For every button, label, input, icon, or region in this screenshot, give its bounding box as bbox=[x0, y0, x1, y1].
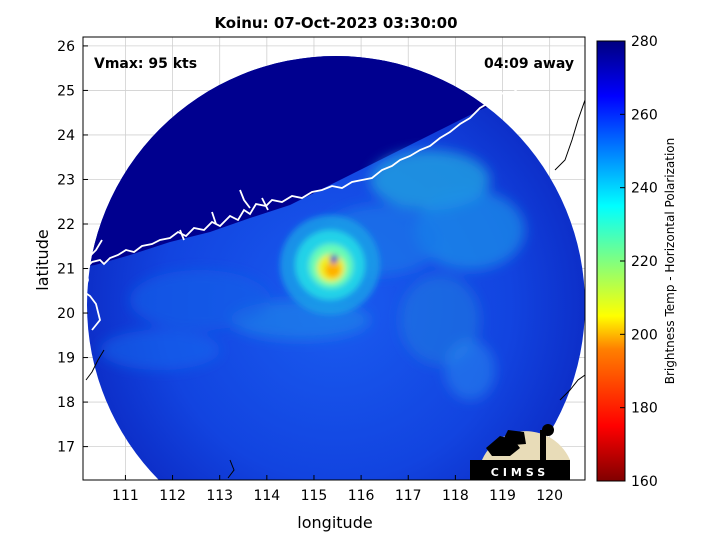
x-tick-label: 119 bbox=[489, 488, 516, 504]
x-tick-label: 112 bbox=[159, 488, 186, 504]
coastline bbox=[83, 87, 519, 331]
y-tick-label: 22 bbox=[57, 217, 75, 233]
chart-title: Koinu: 07-Oct-2023 03:30:00 bbox=[214, 14, 457, 32]
y-tick-label: 24 bbox=[57, 128, 75, 144]
plot-border bbox=[82, 36, 586, 481]
cimss-logo-text: CIMSS bbox=[491, 466, 549, 479]
x-axis: 111 112 113 114 115 116 117 118 119 120 bbox=[112, 475, 563, 504]
x-tick-label: 116 bbox=[348, 488, 375, 504]
x-axis-label: longitude bbox=[297, 513, 372, 532]
colorbar-tick-label: 240 bbox=[631, 181, 658, 197]
y-tick-label: 19 bbox=[57, 351, 75, 367]
vmax-label: Vmax: 95 kts bbox=[94, 56, 197, 72]
y-tick-label: 26 bbox=[57, 39, 75, 55]
y-axis-label: latitude bbox=[33, 229, 52, 290]
y-tick-label: 25 bbox=[57, 83, 75, 99]
x-tick-label: 117 bbox=[395, 488, 422, 504]
x-tick-label: 120 bbox=[536, 488, 563, 504]
time-away-label: 04:09 away bbox=[484, 56, 574, 72]
colorbar-tick-label: 160 bbox=[631, 474, 658, 490]
colorbar: 160 180 200 220 240 260 280 Brightness Temp - … bbox=[596, 34, 677, 490]
x-tick-label: 118 bbox=[442, 488, 469, 504]
y-tick-label: 17 bbox=[57, 440, 75, 456]
x-tick-label: 113 bbox=[206, 488, 233, 504]
colorbar-tick-label: 200 bbox=[631, 327, 658, 343]
cimss-logo: CIMSS bbox=[470, 424, 570, 480]
colorbar-tick-label: 180 bbox=[631, 401, 658, 417]
y-tick-label: 21 bbox=[57, 262, 75, 278]
x-tick-label: 111 bbox=[112, 488, 139, 504]
y-tick-label: 23 bbox=[57, 172, 75, 188]
colorbar-label: Brightness Temp - Horizontal Polarizatio… bbox=[663, 138, 677, 385]
x-tick-label: 114 bbox=[253, 488, 280, 504]
y-tick-label: 20 bbox=[57, 306, 75, 322]
y-axis: 17 18 19 20 21 22 23 24 25 26 bbox=[57, 39, 88, 456]
colorbar-tick-label: 260 bbox=[631, 107, 658, 123]
plot-area bbox=[83, 37, 585, 480]
colorbar-tick-label: 220 bbox=[631, 254, 658, 270]
x-tick-label: 115 bbox=[301, 488, 328, 504]
y-tick-label: 18 bbox=[57, 395, 75, 411]
colorbar-tick-label: 280 bbox=[631, 34, 658, 50]
